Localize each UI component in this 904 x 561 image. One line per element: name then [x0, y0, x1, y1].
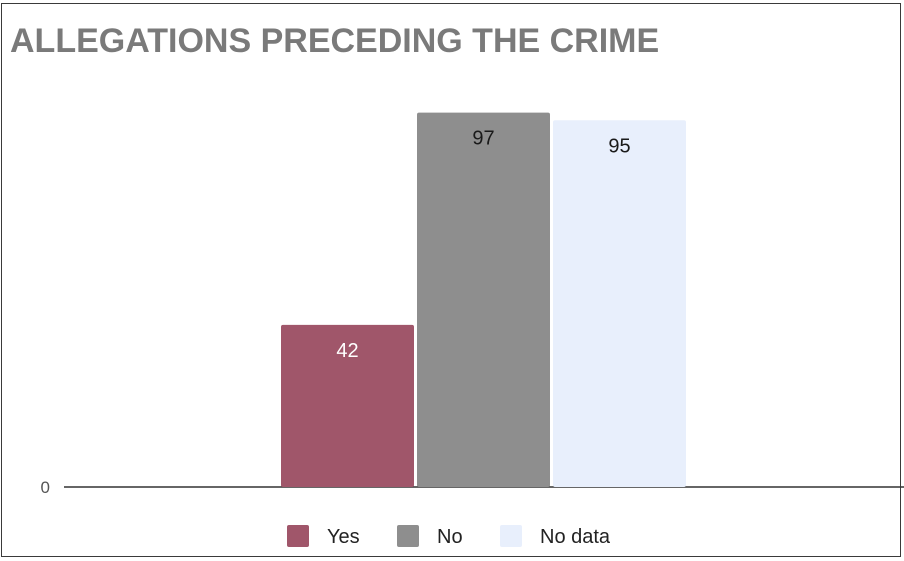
legend-swatch-no — [397, 525, 419, 547]
bar-no — [417, 112, 550, 487]
bar-no-data — [553, 120, 686, 488]
legend-swatch-yes — [287, 525, 309, 547]
legend-label-no: No — [437, 526, 463, 548]
bar-yes — [281, 324, 414, 487]
data-label-yes: 42 — [336, 340, 358, 362]
y-tick-label: 0 — [41, 478, 50, 497]
chart-title: ALLEGATIONS PRECEDING THE CRIME — [10, 22, 660, 60]
data-label-no-data: 95 — [608, 135, 630, 157]
legend-label-no-data: No data — [540, 526, 611, 548]
data-label-no: 97 — [472, 128, 494, 150]
legend-label-yes: Yes — [327, 526, 360, 548]
legend-swatch-no-data — [500, 525, 522, 547]
